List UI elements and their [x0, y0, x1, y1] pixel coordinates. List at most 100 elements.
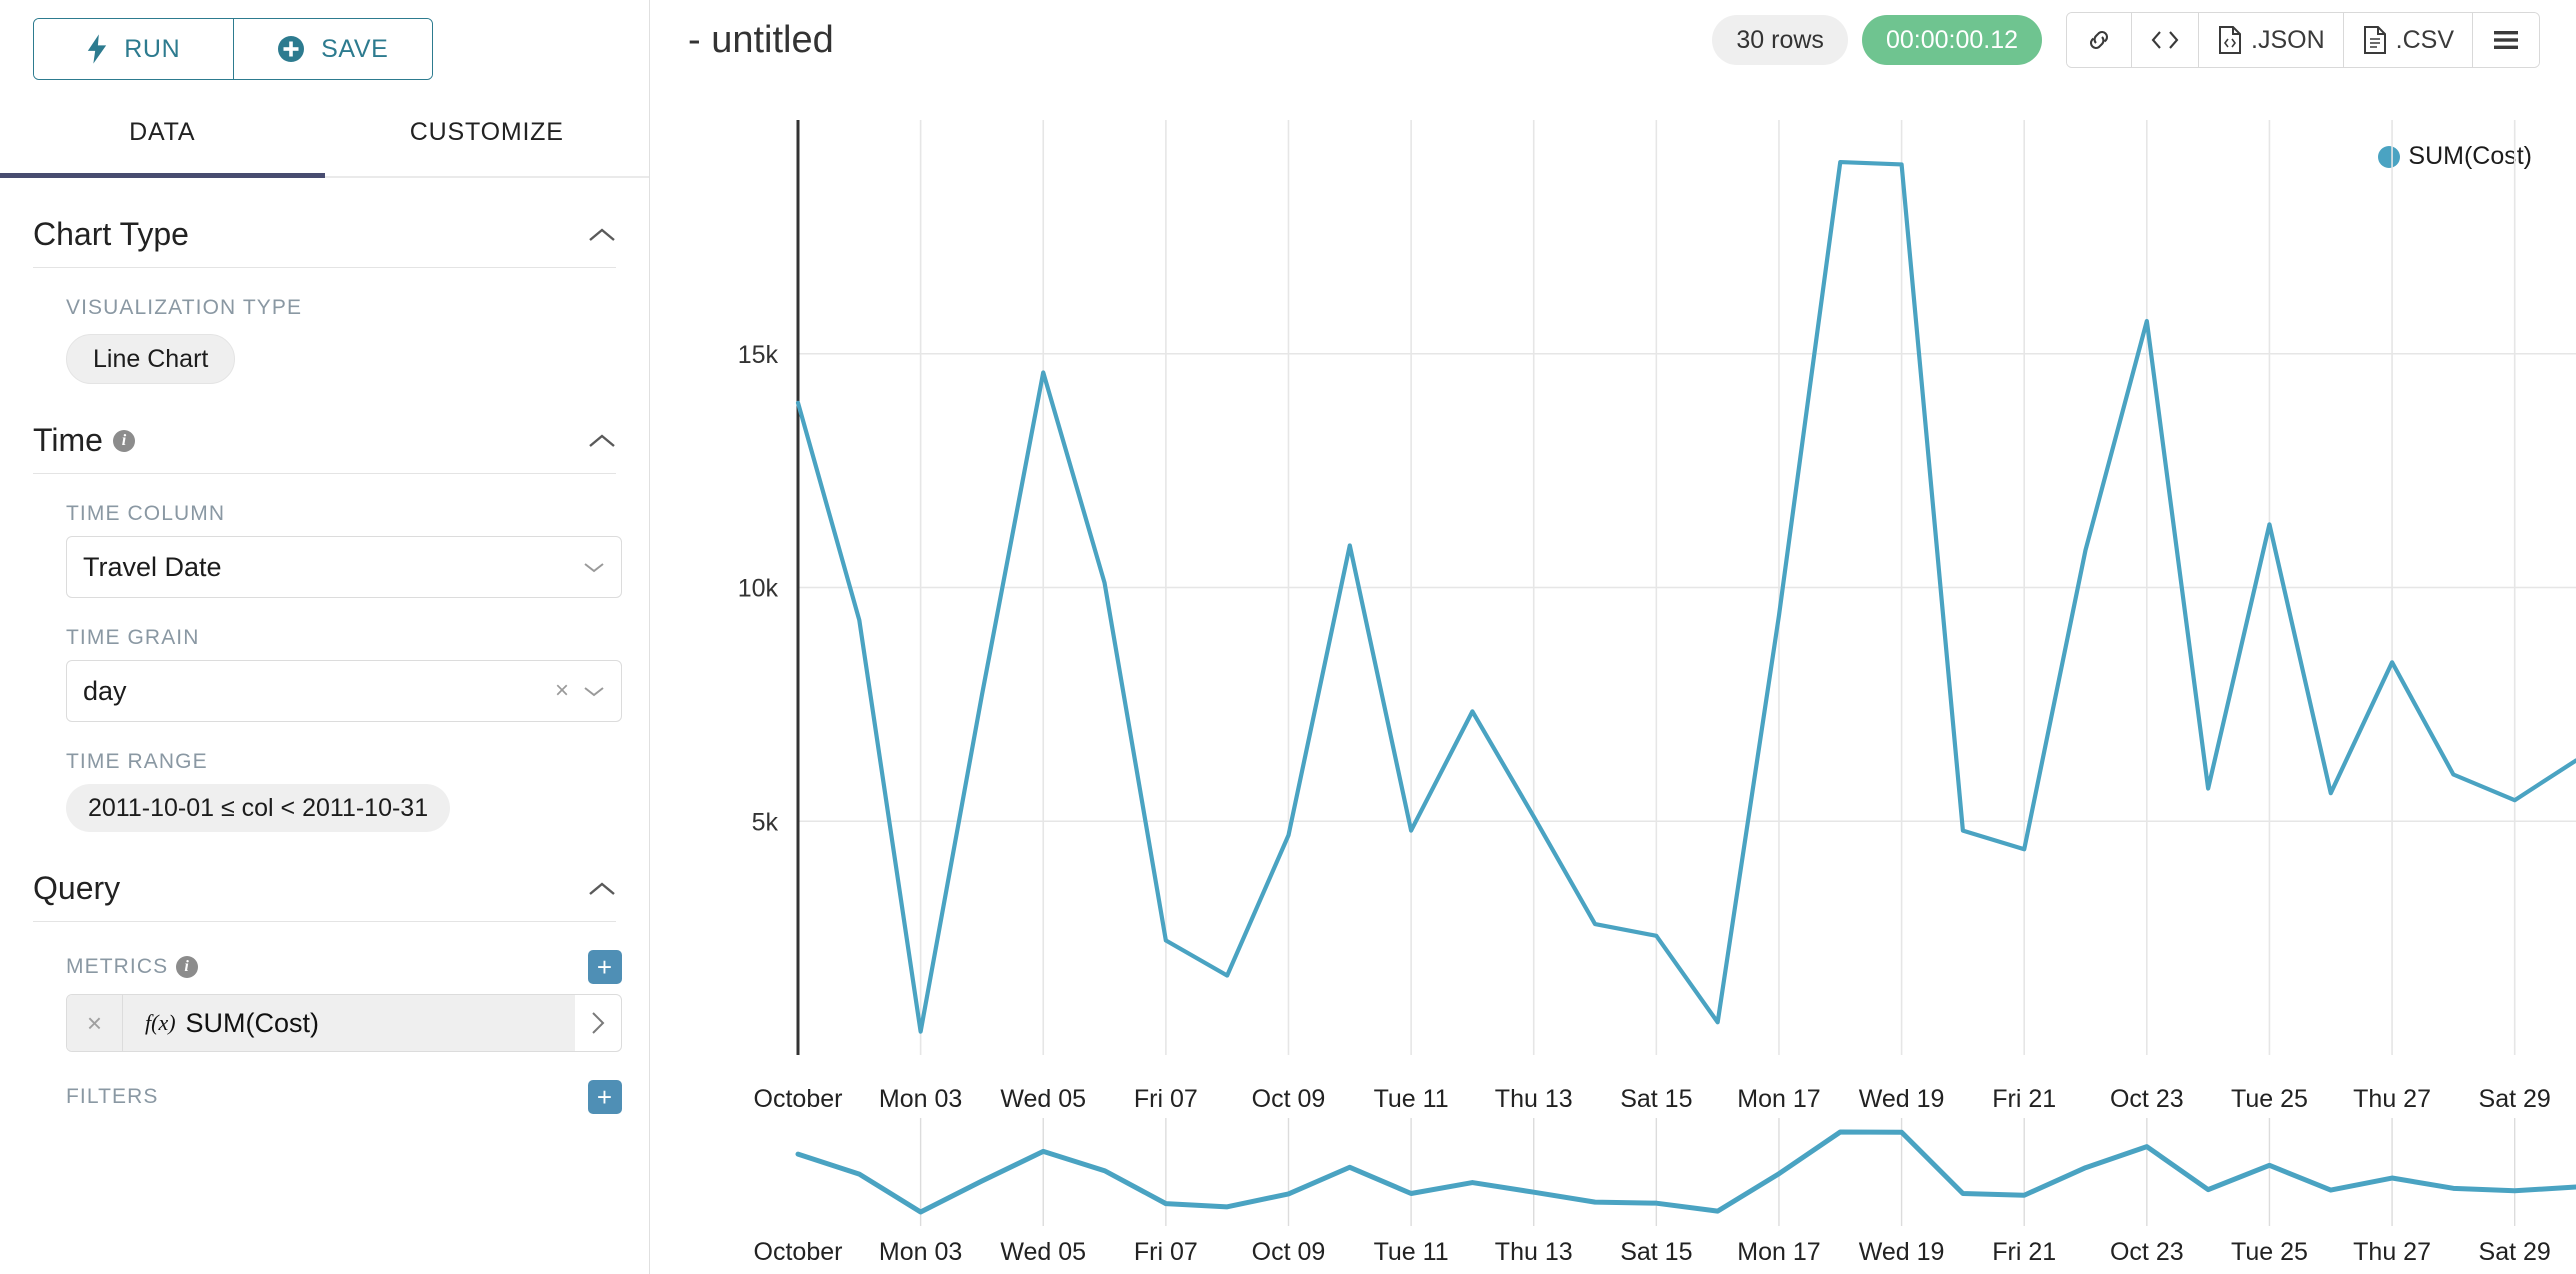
export-csv-button[interactable]: .CSV	[2342, 13, 2472, 67]
time-grain-select[interactable]: day ×	[66, 660, 622, 722]
brush-x-axis-tick-label: Tue 11	[1374, 1238, 1449, 1266]
x-axis-tick-label: Sat 29	[2479, 1085, 2551, 1113]
x-axis-tick-label: Tue 25	[2231, 1085, 2308, 1113]
control-panel-sidebar: RUN SAVE DATA CUSTOMIZE	[0, 0, 650, 1274]
info-icon[interactable]: i	[176, 956, 199, 978]
add-metric-button[interactable]: +	[588, 950, 622, 984]
x-axis-tick-label: Thu 13	[1495, 1085, 1573, 1113]
chevron-up-icon	[588, 881, 616, 897]
brush-x-axis-tick-label: Sat 15	[1620, 1238, 1692, 1266]
hamburger-icon	[2491, 28, 2521, 52]
chevron-down-icon	[583, 561, 605, 573]
tab-customize-label: CUSTOMIZE	[409, 118, 564, 146]
add-filter-button[interactable]: +	[588, 1080, 622, 1114]
brush-x-axis-tick-label: Wed 05	[1000, 1238, 1086, 1266]
chevron-right-icon[interactable]	[575, 1011, 621, 1035]
chart-main-area: - untitled 30 rows 00:00:00.12	[650, 0, 2576, 1274]
label-row-metrics: METRICS i +	[66, 950, 622, 984]
y-axis-tick-label: 10k	[738, 575, 779, 603]
x-axis-tick-label: Mon 03	[879, 1085, 962, 1113]
legend-color-swatch	[2378, 145, 2401, 168]
brush-x-axis-tick-label: Thu 13	[1495, 1238, 1573, 1266]
label-time-range: TIME RANGE	[66, 750, 208, 773]
page-title: - untitled	[688, 18, 834, 61]
brush-series-line[interactable]	[795, 1129, 2576, 1215]
x-axis-tick-label: Wed 05	[1000, 1085, 1086, 1113]
chevron-up-icon	[588, 227, 616, 243]
info-icon[interactable]: i	[112, 429, 135, 452]
view-query-button[interactable]	[2131, 13, 2199, 67]
x-axis-tick-label: Wed 19	[1859, 1085, 1945, 1113]
clear-icon[interactable]: ×	[554, 677, 569, 704]
field-time-grain: TIME GRAIN day ×	[33, 626, 622, 722]
brush-x-axis-tick-label: Oct 09	[1252, 1238, 1326, 1266]
metric-item[interactable]: × f(x) SUM(Cost)	[66, 994, 622, 1052]
x-axis-tick-label: Sat 15	[1620, 1085, 1692, 1113]
label-time-grain: TIME GRAIN	[66, 626, 200, 649]
plus-circle-icon	[277, 35, 305, 63]
export-json-label: .JSON	[2251, 25, 2325, 54]
x-axis-tick-label: Tue 11	[1374, 1085, 1449, 1113]
brush-x-axis-tick-label: Wed 19	[1859, 1238, 1945, 1266]
chart-legend[interactable]: SUM(Cost)	[2378, 142, 2532, 171]
chart-header: - untitled 30 rows 00:00:00.12	[650, 0, 2576, 80]
visualization-type-value[interactable]: Line Chart	[66, 334, 236, 384]
section-title-chart-type: Chart Type	[33, 216, 189, 252]
brush-x-axis-tick-label: Fri 21	[1992, 1238, 2056, 1266]
section-header-query[interactable]: Query	[33, 832, 616, 921]
metric-item-inner: × f(x) SUM(Cost)	[67, 995, 575, 1051]
label-filters: FILTERS	[66, 1085, 159, 1108]
x-axis-tick-label: Fri 07	[1134, 1085, 1198, 1113]
action-button-group: RUN SAVE	[33, 18, 433, 80]
time-grain-value: day	[83, 675, 127, 706]
label-row-filters: FILTERS +	[66, 1080, 622, 1114]
brush-x-axis-tick-label: Sat 29	[2479, 1238, 2551, 1266]
tab-customize[interactable]: CUSTOMIZE	[325, 100, 650, 176]
control-panel-body: Chart Type VISUALIZATION TYPE Line Chart…	[0, 178, 649, 1114]
x-axis-tick-label: Fri 21	[1992, 1085, 2056, 1113]
lightning-icon	[86, 34, 108, 64]
run-button[interactable]: RUN	[34, 19, 233, 79]
json-file-icon	[2217, 25, 2243, 55]
save-button[interactable]: SAVE	[232, 19, 432, 79]
divider-query	[33, 921, 616, 922]
brush-x-axis-tick-label: Mon 17	[1737, 1238, 1820, 1266]
brush-x-axis-tick-label: Mon 03	[879, 1238, 962, 1266]
tab-data-label: DATA	[129, 118, 196, 146]
time-range-value[interactable]: 2011-10-01 ≤ col < 2011-10-31	[66, 784, 451, 832]
link-button[interactable]	[2067, 13, 2132, 67]
time-column-select[interactable]: Travel Date	[66, 536, 622, 598]
x-axis-tick-label: October	[754, 1085, 843, 1113]
save-button-label: SAVE	[321, 34, 389, 63]
field-metrics: METRICS i + × f(x) SUM(Cost) FILTERS	[33, 950, 622, 1114]
brush-x-axis-tick-label: Oct 23	[2110, 1238, 2184, 1266]
line-chart-svg[interactable]: 5k 10k 15k October Mon 03 Wed 05 Fri 07 Oct 09 T…	[650, 100, 2576, 1274]
divider-chart-type	[33, 267, 616, 268]
csv-file-icon	[2362, 25, 2388, 55]
y-axis-tick-label: 5k	[752, 808, 779, 836]
label-time-column: TIME COLUMN	[66, 502, 226, 525]
y-axis-tick-label: 15k	[738, 341, 779, 369]
x-axis-tick-label: Oct 09	[1252, 1085, 1326, 1113]
code-icon	[2150, 27, 2180, 53]
run-button-label: RUN	[124, 34, 181, 63]
data-series-line[interactable]	[795, 159, 2576, 1034]
x-axis-tick-label: Thu 27	[2353, 1085, 2431, 1113]
function-icon: f(x)	[145, 1010, 176, 1035]
section-title-time: Time	[33, 422, 103, 458]
brush-x-axis-tick-label: Thu 27	[2353, 1238, 2431, 1266]
metric-label: SUM(Cost)	[185, 1007, 320, 1038]
field-visualization-type: VISUALIZATION TYPE Line Chart	[33, 296, 616, 384]
menu-button[interactable]	[2472, 13, 2539, 67]
tab-data[interactable]: DATA	[0, 100, 325, 178]
section-header-time[interactable]: Time i	[33, 384, 616, 473]
export-csv-label: .CSV	[2395, 25, 2454, 54]
brush-x-axis-tick-label: Tue 25	[2231, 1238, 2308, 1266]
brush-x-axis-tick-label: October	[754, 1238, 843, 1266]
section-header-chart-type[interactable]: Chart Type	[33, 178, 616, 267]
remove-metric-icon[interactable]: ×	[67, 995, 123, 1051]
export-json-button[interactable]: .JSON	[2198, 13, 2343, 67]
export-tool-group: .JSON .CSV	[2066, 12, 2540, 68]
chevron-up-icon	[588, 433, 616, 449]
legend-label: SUM(Cost)	[2408, 142, 2532, 170]
